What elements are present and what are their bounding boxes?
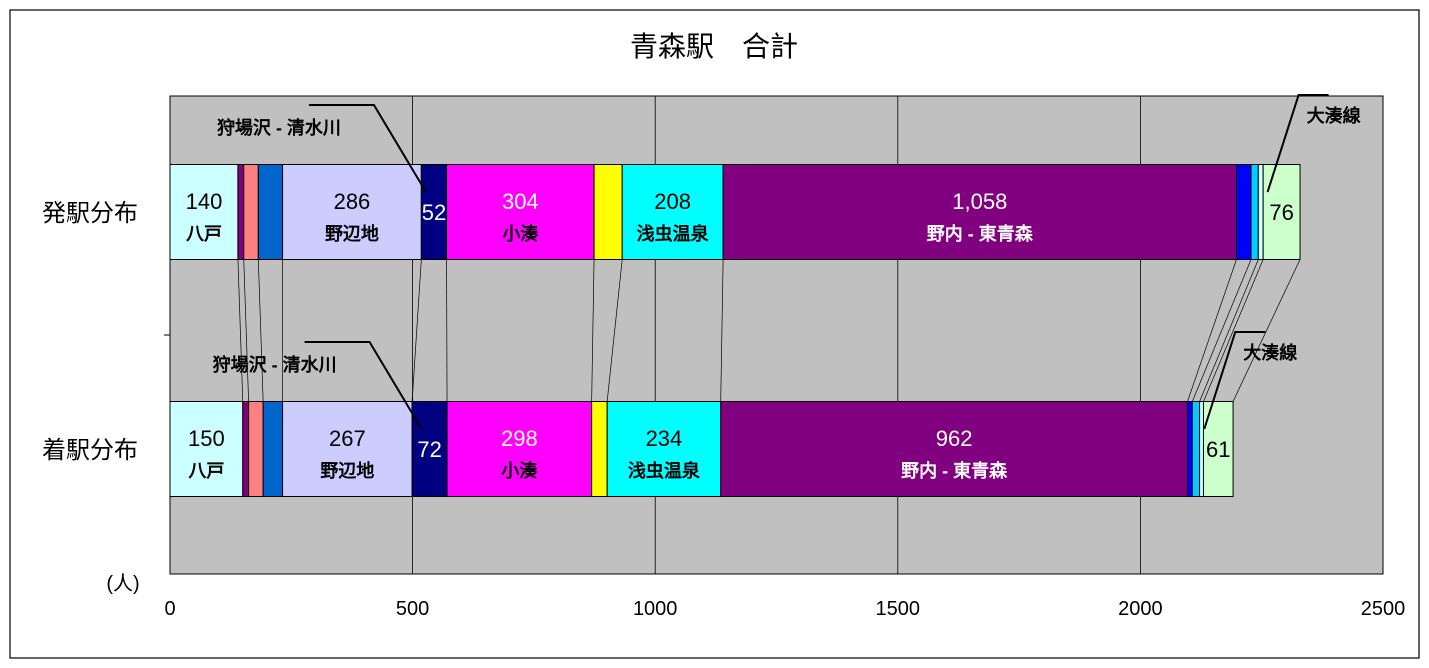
x-tick-label: 500 bbox=[396, 598, 429, 620]
segment-value-label: 1,058 bbox=[952, 189, 1007, 214]
segment-value-label: 962 bbox=[936, 426, 973, 451]
bar-segment bbox=[243, 164, 259, 260]
callout-leader-line bbox=[1203, 331, 1266, 430]
segment-value-label: 304 bbox=[502, 189, 539, 214]
segment-value-label: 52 bbox=[422, 200, 446, 225]
bar-segment bbox=[722, 164, 1237, 260]
bar-segment bbox=[446, 164, 595, 260]
bar-segment bbox=[262, 401, 284, 497]
connector-line bbox=[257, 259, 264, 402]
bar-segment bbox=[1250, 164, 1259, 260]
segment-value-label: 140 bbox=[186, 189, 223, 214]
bar-segment bbox=[621, 164, 724, 260]
segment-name-label: 野内 - 東青森 bbox=[927, 223, 1034, 244]
connector-line bbox=[1187, 259, 1237, 402]
connector-line bbox=[237, 259, 244, 402]
unit-label: (人) bbox=[106, 572, 139, 595]
bar-segment bbox=[1262, 164, 1301, 260]
chart-title: 青森駅 合計 bbox=[630, 31, 798, 62]
callout-leader-line bbox=[308, 104, 427, 193]
segment-labels: 140 八戸 286 野辺地 52 304 小湊 208 浅虫温泉 1,058 野内 - 東青森 76… bbox=[186, 189, 1294, 481]
x-tick-label: 2000 bbox=[1118, 598, 1163, 620]
segment-name-label: 八戸 bbox=[186, 224, 222, 244]
segment-value-label: 286 bbox=[334, 189, 371, 214]
connector-line bbox=[1232, 259, 1301, 402]
callout-label: 大湊線 bbox=[1243, 342, 1297, 363]
bar-segment bbox=[591, 401, 608, 497]
x-axis: 0 500 1000 1500 2000 2500 bbox=[164, 598, 1405, 620]
x-tick-label: 1000 bbox=[633, 598, 678, 620]
connector-line bbox=[1199, 259, 1259, 402]
segment-name-label: 野辺地 bbox=[320, 460, 374, 481]
bar-segment bbox=[1257, 164, 1264, 260]
callout-label: 大湊線 bbox=[1307, 105, 1361, 126]
connector-lines bbox=[237, 259, 1301, 402]
connector-line bbox=[1191, 259, 1252, 402]
bar-segment bbox=[169, 401, 244, 497]
segment-value-label: 76 bbox=[1269, 200, 1293, 225]
bar-segment bbox=[257, 164, 284, 260]
connector-line bbox=[243, 259, 249, 402]
bars bbox=[169, 164, 1301, 497]
connector-line bbox=[1203, 259, 1264, 402]
bar-segment bbox=[1186, 401, 1193, 497]
bar-segment bbox=[242, 401, 250, 497]
x-tick-label: 1500 bbox=[876, 598, 921, 620]
segment-value-label: 61 bbox=[1206, 437, 1230, 462]
bar-segment bbox=[248, 401, 264, 497]
segment-value-label: 234 bbox=[646, 426, 683, 451]
segment-value-label: 267 bbox=[329, 426, 366, 451]
bar-segment bbox=[1235, 164, 1252, 260]
bar-segment bbox=[606, 401, 722, 497]
bar-category-label: 着駅分布 bbox=[42, 437, 138, 464]
segment-value-label: 72 bbox=[417, 437, 441, 462]
callout-leader-line bbox=[304, 341, 423, 430]
bar-segment bbox=[593, 164, 623, 260]
segment-name-label: 浅虫温泉 bbox=[628, 460, 701, 481]
x-tick-label: 0 bbox=[164, 598, 175, 620]
callout-label: 狩場沢 - 清水川 bbox=[217, 117, 341, 138]
bar-segment bbox=[411, 401, 448, 497]
segment-name-label: 野辺地 bbox=[325, 223, 379, 244]
bar-category-label: 発駅分布 bbox=[42, 200, 138, 227]
callout-label: 狩場沢 - 清水川 bbox=[213, 354, 337, 375]
connector-line bbox=[606, 259, 623, 402]
bar-segment bbox=[237, 164, 245, 260]
segment-name-label: 野内 - 東青森 bbox=[901, 460, 1008, 481]
callout-leader-line bbox=[1266, 94, 1329, 193]
segment-name-label: 小湊 bbox=[502, 223, 538, 244]
segment-value-label: 208 bbox=[654, 189, 691, 214]
bar-segment bbox=[420, 164, 448, 260]
connector-line bbox=[720, 259, 724, 402]
segment-name-label: 小湊 bbox=[501, 460, 537, 481]
connector-line bbox=[591, 259, 595, 402]
bar-segment bbox=[282, 401, 413, 497]
segment-value-label: 150 bbox=[188, 426, 225, 451]
segment-value-label: 298 bbox=[501, 426, 538, 451]
connector-line bbox=[411, 259, 422, 402]
bar-segment bbox=[169, 164, 239, 260]
bar-segment bbox=[282, 164, 422, 260]
segment-name-label: 八戸 bbox=[188, 461, 224, 481]
bar-segment bbox=[446, 401, 593, 497]
bar-segment bbox=[720, 401, 1188, 497]
x-tick-label: 2500 bbox=[1361, 598, 1406, 620]
bar-segment bbox=[1191, 401, 1201, 497]
segment-name-label: 浅虫温泉 bbox=[637, 223, 710, 244]
bar-segment bbox=[1199, 401, 1204, 497]
